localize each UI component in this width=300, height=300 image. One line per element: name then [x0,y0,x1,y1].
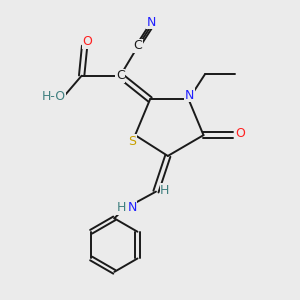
Text: N: N [185,88,194,101]
Text: S: S [128,135,136,148]
Text: H: H [117,202,127,214]
Text: H-O: H-O [41,90,65,103]
Text: C: C [134,40,142,52]
Text: O: O [82,35,92,48]
Text: H: H [160,184,170,196]
Text: O: O [236,127,246,140]
Text: N: N [147,16,156,29]
Text: C: C [116,69,125,82]
Text: N: N [128,202,137,214]
